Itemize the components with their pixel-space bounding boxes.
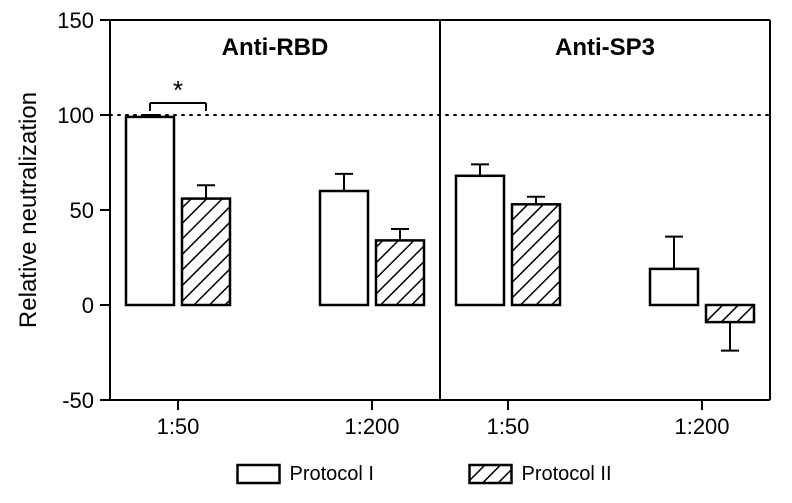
significance-marker: * <box>173 75 183 105</box>
bar <box>376 240 424 305</box>
chart-container: -50 0 50 100 150 Relative neutralization Anti-… <box>0 0 792 503</box>
bar <box>320 191 368 305</box>
legend-swatch <box>238 465 280 483</box>
legend-label: Protocol I <box>290 463 374 485</box>
bar <box>126 117 174 305</box>
x-tick-label: 1:50 <box>157 414 200 439</box>
bar <box>182 199 230 305</box>
bar <box>650 269 698 305</box>
bar-chart: -50 0 50 100 150 Relative neutralization Anti-… <box>0 0 792 503</box>
y-tick-label: 100 <box>57 103 94 128</box>
bar <box>456 176 504 305</box>
bar <box>512 204 560 305</box>
x-tick-label: 1:200 <box>674 414 729 439</box>
y-tick-label: -50 <box>62 388 94 413</box>
y-tick-label: 50 <box>70 198 94 223</box>
panel-title: Anti-RBD <box>222 34 329 61</box>
y-tick-label: 0 <box>82 293 94 318</box>
y-tick-label: 150 <box>57 8 94 33</box>
bar <box>706 305 754 322</box>
legend-label: Protocol II <box>522 463 612 485</box>
x-tick-label: 1:50 <box>487 414 530 439</box>
panel-title: Anti-SP3 <box>555 34 655 61</box>
x-tick-label: 1:200 <box>344 414 399 439</box>
y-axis-label: Relative neutralization <box>15 92 42 328</box>
legend-swatch <box>470 465 512 483</box>
